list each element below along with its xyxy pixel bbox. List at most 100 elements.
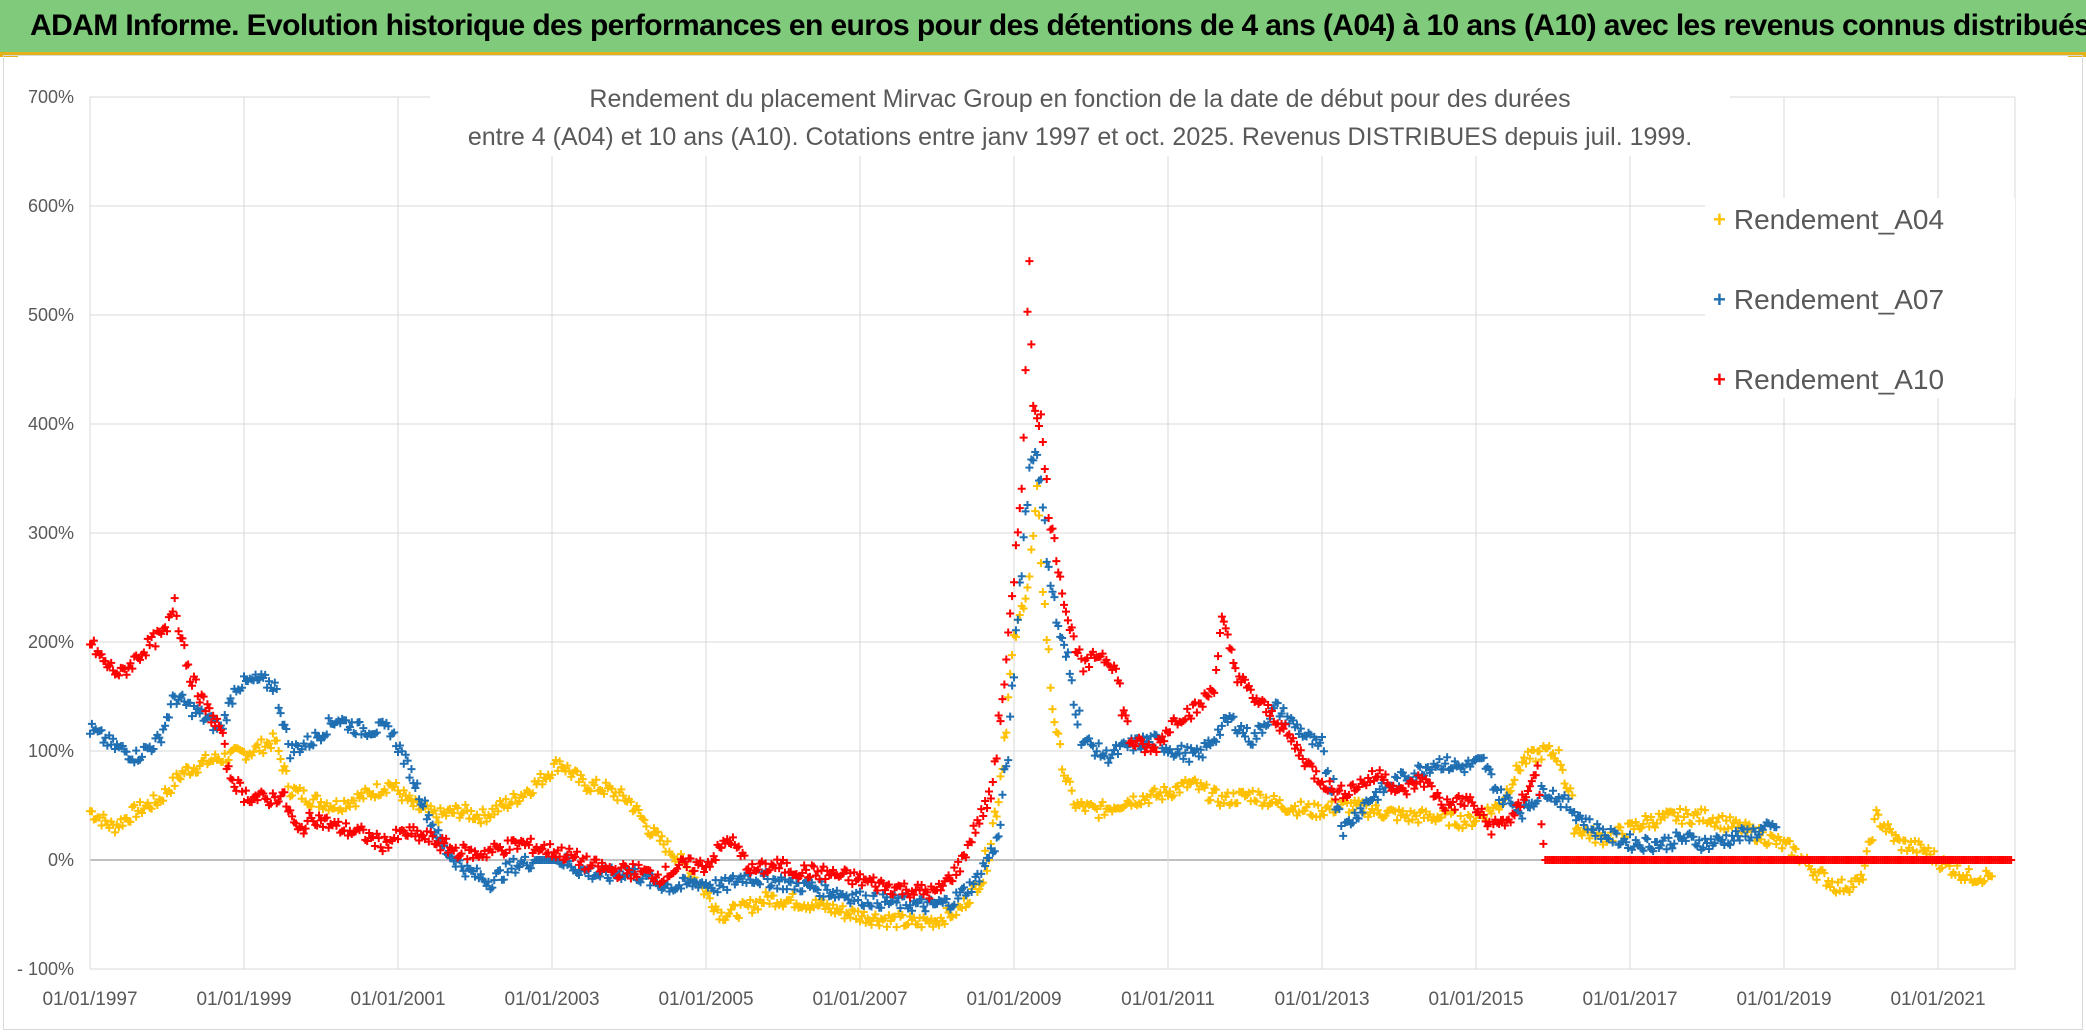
point-rendement-a10 xyxy=(1017,484,1026,493)
point-rendement-a10 xyxy=(1364,774,1373,783)
point-rendement-a04 xyxy=(176,775,185,784)
point-rendement-a07 xyxy=(676,884,685,893)
point-rendement-a04 xyxy=(548,770,556,779)
point-rendement-a04 xyxy=(1373,806,1382,815)
point-rendement-a10 xyxy=(1079,667,1088,676)
point-rendement-a10 xyxy=(1198,702,1207,711)
point-rendement-a07 xyxy=(415,795,424,804)
point-rendement-a10 xyxy=(1215,628,1224,637)
point-rendement-a07 xyxy=(1699,843,1708,852)
point-rendement-a07 xyxy=(1113,749,1122,758)
point-rendement-a07 xyxy=(969,880,978,889)
point-rendement-a10 xyxy=(157,629,166,638)
point-rendement-a07 xyxy=(1058,633,1067,642)
point-rendement-a04 xyxy=(1870,815,1879,824)
point-rendement-a10 xyxy=(1061,607,1070,616)
point-rendement-a10 xyxy=(605,863,614,872)
point-rendement-a10 xyxy=(621,862,630,871)
point-rendement-a04 xyxy=(536,769,545,778)
point-rendement-a07 xyxy=(1085,734,1094,743)
point-rendement-a10 xyxy=(1219,617,1228,626)
point-rendement-a07 xyxy=(484,877,493,886)
point-rendement-a10 xyxy=(191,675,200,684)
point-rendement-a04 xyxy=(1837,875,1846,884)
point-rendement-a10 xyxy=(170,594,179,603)
point-rendement-a04 xyxy=(1639,819,1648,828)
point-rendement-a07 xyxy=(1348,818,1357,827)
point-rendement-a04 xyxy=(1364,812,1373,821)
point-rendement-a04 xyxy=(1523,747,1532,756)
point-rendement-a10 xyxy=(938,881,947,890)
point-rendement-a07 xyxy=(240,672,248,681)
point-rendement-a04 xyxy=(940,919,949,928)
point-rendement-a04 xyxy=(1212,785,1221,794)
point-rendement-a04 xyxy=(1720,825,1729,834)
point-rendement-a07 xyxy=(401,750,410,759)
point-rendement-a10 xyxy=(220,739,229,748)
point-rendement-a04 xyxy=(734,913,743,922)
point-rendement-a10 xyxy=(698,862,707,871)
point-rendement-a04 xyxy=(1980,877,1989,886)
point-rendement-a07 xyxy=(877,903,886,912)
point-rendement-a10 xyxy=(305,808,314,817)
point-rendement-a04 xyxy=(1924,844,1933,853)
point-rendement-a10 xyxy=(1264,701,1273,710)
point-rendement-a04 xyxy=(1616,823,1625,832)
point-rendement-a10 xyxy=(1050,534,1059,543)
chart-title-line2: entre 4 (A04) et 10 ans (A10). Cotations… xyxy=(467,123,1693,151)
point-rendement-a07 xyxy=(1772,823,1781,832)
point-rendement-a07 xyxy=(1237,722,1246,731)
point-rendement-a10 xyxy=(415,836,424,845)
point-rendement-a04 xyxy=(1858,875,1867,884)
point-rendement-a04 xyxy=(1556,760,1565,769)
point-rendement-a04 xyxy=(576,771,585,780)
point-rendement-a04 xyxy=(753,905,762,914)
point-rendement-a04 xyxy=(1812,875,1821,884)
point-rendement-a10 xyxy=(819,862,828,871)
point-rendement-a04 xyxy=(1221,792,1230,801)
point-rendement-a10 xyxy=(1021,366,1030,375)
point-rendement-a04 xyxy=(657,832,666,841)
point-rendement-a04 xyxy=(499,802,508,811)
point-rendement-a04 xyxy=(266,744,275,753)
point-rendement-a10 xyxy=(1025,257,1034,266)
point-rendement-a04 xyxy=(655,836,664,845)
point-rendement-a04 xyxy=(1056,740,1065,749)
point-rendement-a07 xyxy=(1013,615,1022,624)
point-rendement-a04 xyxy=(1398,807,1407,816)
point-rendement-a10 xyxy=(457,849,466,858)
point-rendement-a10 xyxy=(1368,767,1377,776)
point-rendement-a04 xyxy=(259,749,268,758)
point-rendement-a04 xyxy=(501,795,510,804)
point-rendement-a07 xyxy=(1629,842,1638,851)
point-rendement-a07 xyxy=(322,730,331,739)
point-rendement-a04 xyxy=(640,816,649,825)
point-rendement-a10 xyxy=(463,855,472,864)
point-rendement-a10 xyxy=(526,834,535,843)
point-rendement-a10 xyxy=(1441,806,1450,815)
point-rendement-a04 xyxy=(1733,822,1742,831)
point-rendement-a07 xyxy=(1296,724,1305,733)
point-rendement-a10 xyxy=(184,660,193,669)
point-rendement-a04 xyxy=(193,768,202,777)
point-rendement-a10 xyxy=(288,812,297,821)
point-rendement-a07 xyxy=(1316,738,1325,747)
point-rendement-a10 xyxy=(994,711,1003,720)
point-rendement-a04 xyxy=(118,821,127,830)
point-rendement-a04 xyxy=(786,896,795,905)
point-rendement-a10 xyxy=(1514,798,1523,807)
point-rendement-a10 xyxy=(917,881,926,890)
point-rendement-a04 xyxy=(116,815,125,824)
point-rendement-a10 xyxy=(740,851,749,860)
point-rendement-a04 xyxy=(189,764,198,773)
point-rendement-a10 xyxy=(682,862,691,871)
point-rendement-a04 xyxy=(1275,796,1284,805)
point-rendement-a04 xyxy=(827,908,836,917)
point-rendement-a10 xyxy=(694,860,703,869)
point-rendement-a04 xyxy=(1256,790,1265,799)
point-rendement-a04 xyxy=(586,787,595,796)
y-tick-label: 100% xyxy=(28,741,74,761)
point-rendement-a10 xyxy=(1500,821,1509,830)
point-rendement-a10 xyxy=(979,811,988,820)
point-rendement-a07 xyxy=(1554,792,1563,801)
